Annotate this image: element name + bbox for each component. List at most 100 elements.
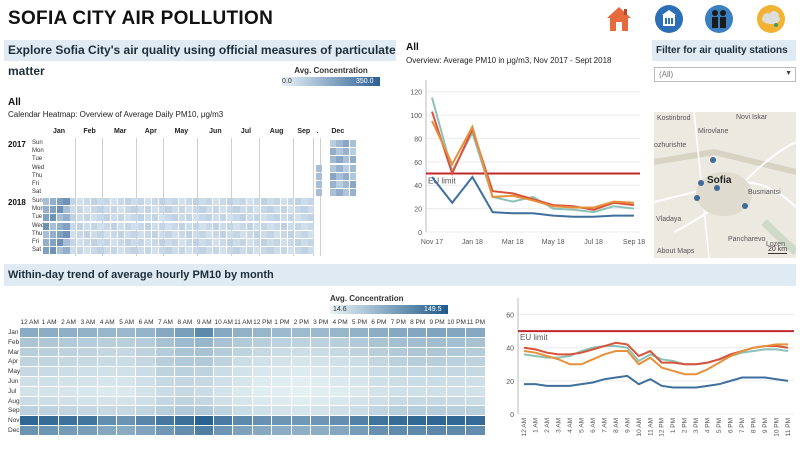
heatmap-cell[interactable] [291,328,310,337]
calendar-day-cell[interactable] [104,214,111,222]
heatmap-cell[interactable] [136,357,155,367]
calendar-day-cell[interactable] [213,206,220,214]
heatmap-cell[interactable] [466,328,485,337]
heatmap-cell[interactable] [330,347,349,357]
calendar-day-cell[interactable] [185,239,192,246]
calendar-day-cell[interactable] [111,206,118,214]
heatmap-cell[interactable] [175,386,194,396]
calendar-day-cell[interactable] [179,214,186,222]
heatmap-cell[interactable] [349,406,369,416]
heatmap-cell[interactable] [252,328,272,337]
calendar-day-cell[interactable] [90,214,97,222]
calendar-day-cell[interactable] [350,164,357,172]
heatmap-cell[interactable] [466,337,485,347]
heatmap-cell[interactable] [194,357,213,367]
calendar-day-cell[interactable] [219,247,226,255]
heatmap-cell[interactable] [446,377,466,386]
calendar-day-cell[interactable] [83,214,90,222]
calendar-day-cell[interactable] [219,222,226,230]
heatmap-cell[interactable] [446,396,466,406]
calendar-day-cell[interactable] [343,164,350,172]
heatmap-cell[interactable] [291,406,310,416]
calendar-day-cell[interactable] [213,214,220,222]
heatmap-cell[interactable] [78,328,97,337]
calendar-day-cell[interactable] [56,198,63,205]
calendar-day-cell[interactable] [199,239,206,246]
calendar-day-cell[interactable] [111,214,118,222]
calendar-day-cell[interactable] [185,222,192,230]
heatmap-cell[interactable] [369,328,388,337]
calendar-day-cell[interactable] [158,239,165,246]
calendar-day-cell[interactable] [138,247,145,255]
calendar-day-cell[interactable] [49,239,56,246]
heatmap-cell[interactable] [408,328,427,337]
calendar-day-cell[interactable] [104,198,111,205]
heatmap-cell[interactable] [408,377,427,386]
heatmap-cell[interactable] [194,377,213,386]
heatmap-cell[interactable] [466,416,485,425]
heatmap-cell[interactable] [252,426,272,435]
heatmap-cell[interactable] [427,386,446,396]
calendar-day-cell[interactable] [49,198,56,205]
calendar-day-cell[interactable] [274,214,281,222]
calendar-day-cell[interactable] [350,156,357,164]
calendar-day-cell[interactable] [329,140,336,147]
calendar-day-cell[interactable] [90,198,97,205]
heatmap-cell[interactable] [117,377,136,386]
heatmap-cell[interactable] [291,347,310,357]
calendar-day-cell[interactable] [350,140,357,147]
calendar-day-cell[interactable] [267,247,274,255]
calendar-day-cell[interactable] [172,222,179,230]
heatmap-cell[interactable] [175,367,194,376]
heatmap-cell[interactable] [136,367,155,376]
calendar-day-cell[interactable] [199,222,206,230]
calendar-day-cell[interactable] [77,222,84,230]
calendar-day-cell[interactable] [172,230,179,238]
calendar-day-cell[interactable] [77,239,84,246]
heatmap-cell[interactable] [272,357,291,367]
calendar-day-cell[interactable] [138,222,145,230]
heatmap-cell[interactable] [97,328,116,337]
heatmap-cell[interactable] [175,396,194,406]
calendar-day-cell[interactable] [111,247,118,255]
calendar-day-cell[interactable] [213,230,220,238]
heatmap-cell[interactable] [214,386,233,396]
calendar-day-cell[interactable] [336,164,343,172]
heatmap-cell[interactable] [175,328,194,337]
calendar-day-cell[interactable] [274,239,281,246]
station-marker[interactable] [710,157,716,163]
calendar-day-cell[interactable] [226,198,233,205]
heatmap-cell[interactable] [97,367,116,376]
heatmap-cell[interactable] [194,416,213,425]
heatmap-cell[interactable] [20,367,39,376]
weather-icon[interactable] [756,4,786,34]
heatmap-cell[interactable] [97,377,116,386]
heatmap-cell[interactable] [330,396,349,406]
calendar-day-cell[interactable] [145,214,152,222]
heatmap-cell[interactable] [330,367,349,376]
calendar-day-cell[interactable] [192,230,199,238]
heatmap-cell[interactable] [311,386,330,396]
calendar-day-cell[interactable] [49,206,56,214]
heatmap-cell[interactable] [408,406,427,416]
heatmap-cell[interactable] [388,396,407,406]
heatmap-cell[interactable] [233,367,252,376]
calendar-day-cell[interactable] [117,247,124,255]
heatmap-cell[interactable] [446,357,466,367]
people-icon[interactable] [704,4,734,34]
chevron-down-icon[interactable]: ▼ [785,70,792,77]
calendar-day-cell[interactable] [287,230,294,238]
heatmap-cell[interactable] [20,406,39,416]
building-icon[interactable] [654,4,684,34]
heatmap-cell[interactable] [466,347,485,357]
heatmap-cell[interactable] [408,347,427,357]
heatmap-cell[interactable] [272,406,291,416]
calendar-day-cell[interactable] [192,222,199,230]
heatmap-cell[interactable] [233,357,252,367]
heatmap-cell[interactable] [311,367,330,376]
calendar-day-cell[interactable] [179,198,186,205]
calendar-day-cell[interactable] [145,239,152,246]
heatmap-cell[interactable] [233,347,252,357]
calendar-day-cell[interactable] [301,206,308,214]
heatmap-cell[interactable] [369,377,388,386]
